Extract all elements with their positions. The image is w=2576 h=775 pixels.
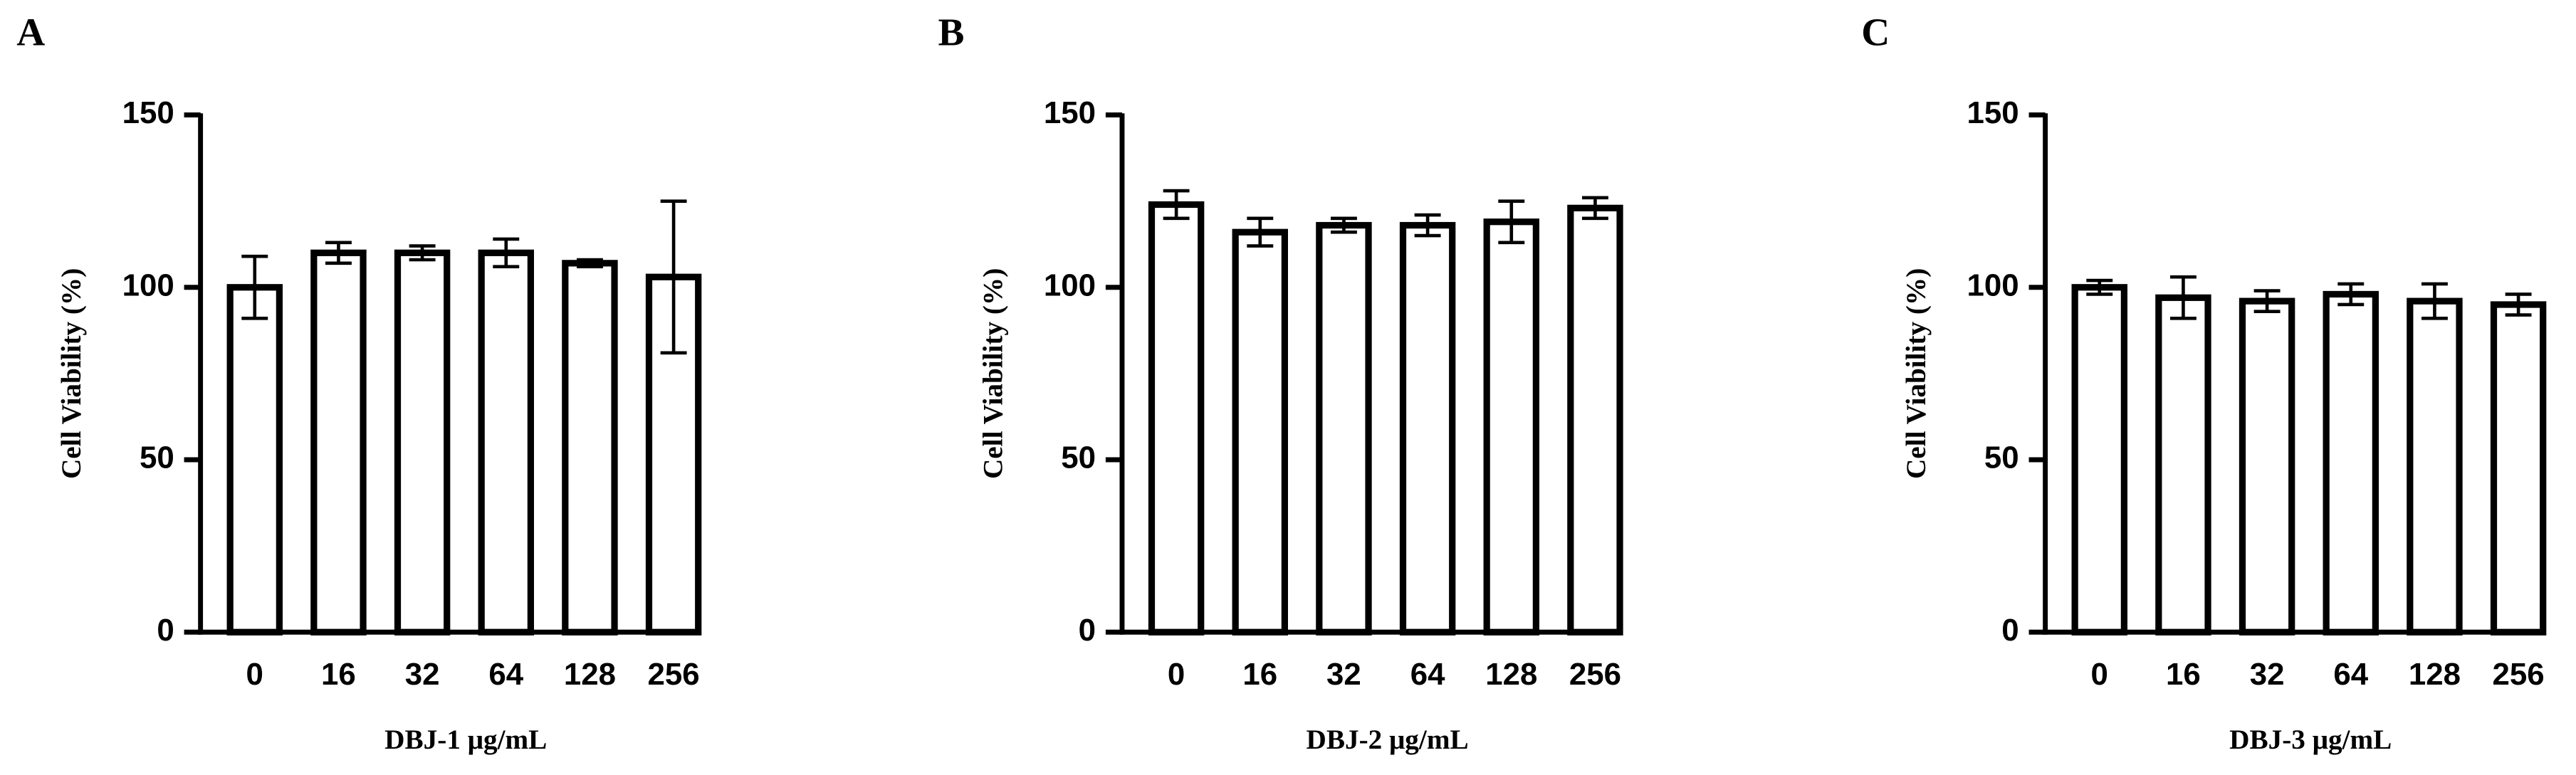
x-tick-label: 0 xyxy=(2091,657,2108,692)
bar xyxy=(1148,201,1205,636)
y-tick-label: 50 xyxy=(1984,441,2019,475)
bar xyxy=(562,260,618,636)
bar xyxy=(226,284,283,636)
x-axis-title: DBJ-3 μg/mL xyxy=(2229,724,2392,755)
bar xyxy=(1316,221,1372,636)
x-tick-label: 128 xyxy=(1485,657,1537,692)
x-tick-label: 32 xyxy=(1326,657,1361,692)
error-bar xyxy=(1414,213,1441,238)
error-bar xyxy=(660,199,687,355)
y-axis-title: Cell Viability (%) xyxy=(56,268,87,479)
bar xyxy=(1483,218,1540,636)
error-bar xyxy=(2253,289,2281,313)
error-bar xyxy=(1581,196,1608,221)
y-tick-label: 50 xyxy=(1061,441,1096,475)
bar xyxy=(2071,284,2127,636)
y-axis-title: Cell Viability (%) xyxy=(978,268,1008,479)
x-tick-label: 0 xyxy=(246,657,263,692)
x-tick-label: 256 xyxy=(1569,657,1621,692)
bar xyxy=(2239,297,2295,636)
bar xyxy=(478,249,534,636)
x-tick-label: 128 xyxy=(564,657,616,692)
y-tick-label: 100 xyxy=(1967,268,2019,302)
y-tick-label: 0 xyxy=(1079,613,1096,648)
y-tick-label: 150 xyxy=(122,95,174,130)
error-bar xyxy=(1330,216,1357,234)
x-axis-title: DBJ-2 μg/mL xyxy=(1307,724,1469,755)
bar xyxy=(1399,221,1456,636)
y-tick-label: 50 xyxy=(140,441,174,475)
bar xyxy=(2155,294,2211,636)
y-tick-label: 100 xyxy=(122,268,174,302)
error-bar xyxy=(241,254,268,320)
x-tick-label: 64 xyxy=(1410,657,1445,692)
error-bar xyxy=(2086,278,2113,296)
error-bar xyxy=(1247,216,1274,248)
bar xyxy=(1567,204,1623,636)
x-tick-label: 16 xyxy=(321,657,356,692)
y-tick-label: 150 xyxy=(1967,95,2019,130)
error-bar xyxy=(2169,275,2197,320)
y-tick-label: 0 xyxy=(157,613,174,648)
error-bar xyxy=(2337,282,2365,307)
error-bar xyxy=(325,241,352,265)
panel-label: B xyxy=(938,10,965,53)
bar xyxy=(1232,228,1289,636)
bar xyxy=(2323,290,2379,636)
bar xyxy=(310,249,367,636)
error-bar xyxy=(1498,199,1525,245)
bar xyxy=(394,249,451,636)
x-tick-label: 256 xyxy=(2493,657,2545,692)
bar xyxy=(2490,301,2547,636)
x-tick-label: 32 xyxy=(2250,657,2285,692)
x-tick-label: 16 xyxy=(1242,657,1277,692)
bar xyxy=(2407,297,2463,636)
error-bar xyxy=(1163,189,1190,221)
y-tick-label: 100 xyxy=(1044,268,1096,302)
error-bar xyxy=(409,244,436,262)
error-bar xyxy=(2505,292,2532,317)
error-bar xyxy=(493,237,520,268)
y-axis-title: Cell Viability (%) xyxy=(1901,268,1932,479)
error-bar xyxy=(576,258,603,268)
x-tick-label: 256 xyxy=(648,657,700,692)
x-tick-label: 16 xyxy=(2166,657,2201,692)
panel-label: C xyxy=(1861,10,1890,53)
x-axis-title: DBJ-1 μg/mL xyxy=(384,724,547,755)
y-tick-label: 0 xyxy=(2001,613,2019,648)
y-tick-label: 150 xyxy=(1044,95,1096,130)
panel-label: A xyxy=(16,10,45,53)
error-bar xyxy=(2421,282,2448,320)
x-tick-label: 64 xyxy=(488,657,523,692)
x-tick-label: 32 xyxy=(405,657,440,692)
x-tick-label: 64 xyxy=(2333,657,2368,692)
x-tick-label: 128 xyxy=(2409,657,2461,692)
x-tick-label: 0 xyxy=(1168,657,1185,692)
